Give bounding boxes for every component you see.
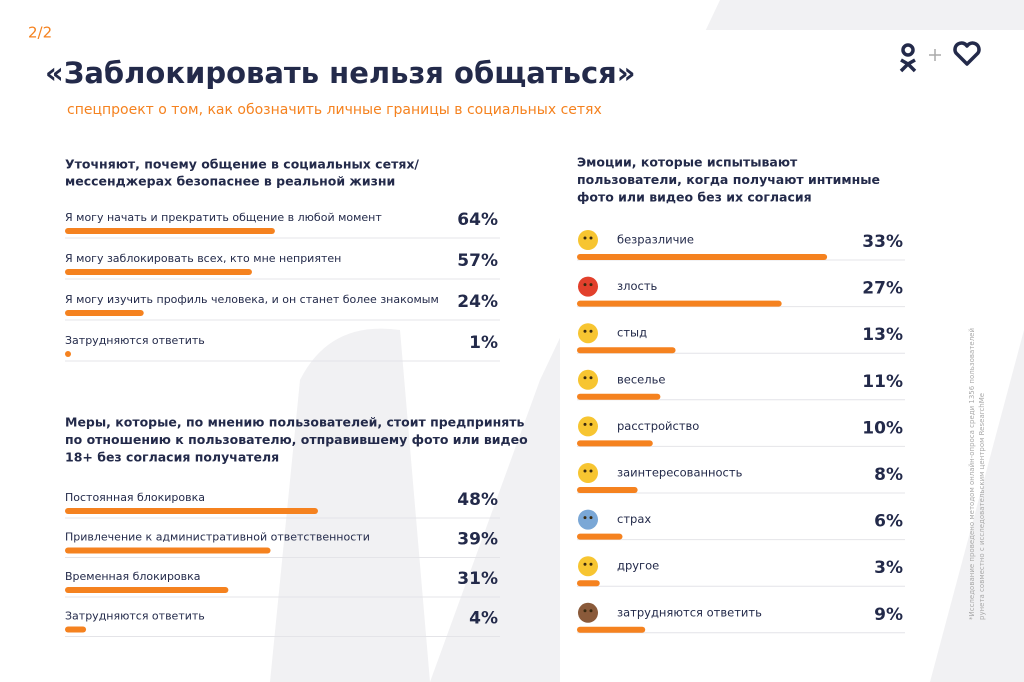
- bar: [65, 587, 229, 593]
- emoji-eye: [583, 516, 587, 520]
- chart-title: по отношению к пользователю, отправившем…: [65, 432, 528, 447]
- bar: [577, 440, 653, 447]
- chart-title: мессенджерах безопаснее в реальной жизни: [65, 174, 395, 189]
- value-label: 4%: [469, 609, 498, 629]
- bg-shape: [270, 328, 430, 682]
- bg-shape: [560, 30, 1024, 682]
- bar: [65, 228, 275, 234]
- footnote-line: рунета совместно с исследовательским цен…: [978, 393, 986, 620]
- emoji-eye: [583, 236, 587, 240]
- footnote: *Исследование проведено методом онлайн-о…: [968, 328, 986, 620]
- row-label: Временная блокировка: [65, 570, 201, 583]
- emoji-eye: [583, 609, 587, 613]
- emoji-eye: [589, 562, 593, 566]
- emoji-eye: [589, 422, 593, 426]
- value-label: 39%: [457, 530, 498, 550]
- bar: [577, 254, 828, 260]
- row-label: Затрудняются ответить: [65, 334, 205, 347]
- bar: [577, 300, 782, 307]
- emoji-icon: [578, 416, 598, 437]
- value-label: 1%: [469, 333, 498, 353]
- bar: [577, 393, 661, 400]
- bar: [577, 626, 646, 633]
- page-label: 2/2: [28, 24, 52, 42]
- row-label: заинтересованность: [617, 466, 743, 480]
- value-label: 13%: [862, 325, 903, 345]
- emoji-icon: [578, 463, 598, 483]
- bar: [65, 269, 252, 275]
- emoji-eye: [589, 609, 593, 613]
- emoji-eye: [589, 236, 593, 240]
- emoji-icon: [578, 369, 598, 390]
- emoji-eye: [583, 469, 587, 473]
- row-label: страх: [617, 512, 651, 526]
- chart-title: Эмоции, которые испытывают: [577, 155, 798, 170]
- value-label: 27%: [862, 279, 903, 299]
- emoji-icon: [578, 509, 598, 530]
- row-label: Постоянная блокировка: [65, 491, 205, 504]
- value-label: 64%: [457, 210, 498, 230]
- subtitle: спецпроект о том, как обозначить личные …: [67, 102, 602, 118]
- value-label: 8%: [874, 465, 903, 485]
- row-label: Привлечение к административной ответстве…: [65, 531, 370, 544]
- emoji-eye: [589, 376, 593, 380]
- value-label: 9%: [874, 605, 903, 625]
- bar: [577, 487, 638, 493]
- value-label: 48%: [457, 490, 498, 510]
- value-label: 24%: [457, 292, 498, 312]
- emoji-icon: [578, 556, 598, 577]
- row-label: Затрудняются ответить: [65, 610, 205, 623]
- value-label: 11%: [862, 372, 903, 392]
- value-label: 10%: [862, 418, 903, 438]
- emoji-eye: [583, 376, 587, 380]
- bar: [577, 533, 623, 540]
- row-label: Я могу заблокировать всех, кто мне непри…: [65, 252, 341, 265]
- row-label: Я могу изучить профиль человека, и он ст…: [65, 293, 439, 306]
- row-label: Я могу начать и прекратить общение в люб…: [65, 211, 382, 224]
- chart-title: пользователи, когда получают интимные: [577, 172, 880, 187]
- footnote-line: *Исследование проведено методом онлайн-о…: [968, 328, 976, 620]
- value-label: 6%: [874, 512, 903, 532]
- emoji-eye: [589, 329, 593, 333]
- bar: [65, 508, 318, 514]
- chart-title: фото или видео без их согласия: [577, 190, 812, 205]
- logo: [899, 41, 981, 73]
- emoji-eye: [583, 329, 587, 333]
- emoji-eye: [583, 562, 587, 566]
- row-label: веселье: [617, 372, 665, 386]
- emoji-icon: [578, 276, 598, 297]
- row-label: другое: [617, 559, 659, 573]
- value-label: 3%: [874, 558, 903, 578]
- emoji-icon: [578, 230, 598, 250]
- emoji-icon: [578, 602, 598, 623]
- emoji-eye: [583, 422, 587, 426]
- value-label: 31%: [457, 569, 498, 589]
- bar: [65, 547, 271, 554]
- chart-title: 18+ без согласия получателя: [65, 450, 279, 465]
- bar: [577, 580, 600, 587]
- bar: [65, 626, 87, 633]
- emoji-eye: [589, 516, 593, 520]
- chart-title: Уточняют, почему общение в социальных се…: [65, 157, 419, 172]
- row-label: злость: [617, 279, 658, 293]
- row-label: стыд: [617, 326, 647, 340]
- emoji-icon: [578, 323, 598, 344]
- emoji-eye: [589, 283, 593, 287]
- page-title: «Заблокировать нельзя общаться»: [45, 56, 636, 90]
- bar: [65, 310, 144, 316]
- bar: [577, 347, 676, 354]
- row-label: расстройство: [617, 419, 699, 433]
- row-label: безразличие: [617, 233, 694, 247]
- row-label: затрудняются ответить: [617, 605, 762, 619]
- chart-title: Меры, которые, по мнению пользователей, …: [65, 415, 525, 430]
- emoji-eye: [583, 283, 587, 287]
- bar: [65, 351, 71, 357]
- value-label: 33%: [862, 232, 903, 252]
- emoji-eye: [589, 469, 593, 473]
- charts: Уточняют, почему общение в социальных се…: [65, 155, 905, 637]
- value-label: 57%: [457, 251, 498, 271]
